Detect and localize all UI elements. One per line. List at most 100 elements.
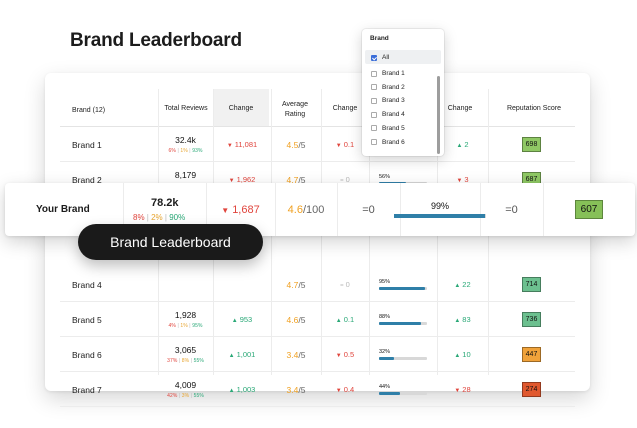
change-rating-cell: ▼ 0.5 xyxy=(321,337,369,372)
your-brand-rating-scale: /100 xyxy=(302,203,325,216)
brand-filter-dropdown[interactable]: Brand All Brand 1 Brand 2 Brand 3 Brand 4 Bra… xyxy=(362,29,444,156)
column-divider xyxy=(400,183,401,236)
change-value: 0.5 xyxy=(343,350,355,359)
checkbox-icon[interactable] xyxy=(371,70,377,77)
up-arrow-icon: ▲ xyxy=(335,318,342,324)
option-label: Brand 5 xyxy=(382,124,405,132)
change-response-cell: ▲ 22 xyxy=(437,267,488,302)
option-label: Brand 4 xyxy=(382,111,405,119)
your-brand-total-reviews: 78.2k 8% | 2% | 90% xyxy=(123,183,206,236)
split-separator: | xyxy=(189,147,191,154)
your-brand-sentiment-split: 8% | 2% | 90% xyxy=(133,212,185,223)
table-row[interactable]: Brand 1 32.4k 6% | 1% | 93% ▼ 11,081 4.5/5 ▼ 0.… xyxy=(60,127,575,162)
rating-cell: 3.4/5 xyxy=(271,337,321,372)
your-brand-change-rating: =0 xyxy=(337,183,400,236)
sentiment-split: 42% | 3% | 55% xyxy=(167,392,204,400)
response-rate-cell: 95% xyxy=(369,267,437,302)
dropdown-option[interactable]: All xyxy=(371,52,389,63)
response-rate-cell: 44% xyxy=(369,372,437,407)
checkbox-icon[interactable] xyxy=(371,139,377,145)
your-brand-change1: 1,687 xyxy=(232,203,260,216)
dropdown-option[interactable]: Brand 3 xyxy=(371,95,405,106)
equal-icon: = xyxy=(340,283,344,289)
option-label: Brand 2 xyxy=(382,83,405,91)
checkbox-icon[interactable] xyxy=(371,54,377,61)
brand-name[interactable]: Brand 5 xyxy=(72,314,102,325)
header-change-rating[interactable]: Change xyxy=(332,105,358,112)
split-separator: | xyxy=(177,147,179,154)
dropdown-option[interactable]: Brand 1 xyxy=(371,68,405,79)
header-reputation-score[interactable]: Reputation Score xyxy=(506,105,562,112)
split-separator: | xyxy=(146,212,149,222)
dropdown-option[interactable]: Brand 5 xyxy=(371,123,405,134)
your-brand-rating: 4.6/100 xyxy=(275,183,337,236)
total-reviews-cell: 4,009 42% | 3% | 55% xyxy=(158,372,213,407)
your-brand-name: Your Brand xyxy=(36,204,90,215)
brand-name[interactable]: Brand 2 xyxy=(72,174,102,185)
reputation-cell: 714 xyxy=(488,267,575,302)
header-total-reviews[interactable]: Total Reviews xyxy=(164,105,208,112)
total-reviews: 3,065 xyxy=(174,344,197,355)
brand-name[interactable]: Brand 1 xyxy=(72,139,102,150)
brand-name[interactable]: Brand 4 xyxy=(72,279,102,290)
change-value: 10 xyxy=(462,350,471,359)
split-separator: | xyxy=(164,212,167,222)
split-separator: | xyxy=(178,392,181,399)
header-change-reviews[interactable]: Change xyxy=(228,105,254,112)
sentiment-split: 6% | 1% | 93% xyxy=(169,147,203,155)
column-divider xyxy=(123,183,124,236)
negative-share: 8% xyxy=(133,212,145,222)
dropdown-option[interactable]: Brand 4 xyxy=(371,109,405,120)
dropdown-scrollbar[interactable] xyxy=(437,76,440,154)
checkbox-icon[interactable] xyxy=(371,97,377,104)
total-reviews: 8,179 xyxy=(174,169,197,180)
option-label: Brand 1 xyxy=(382,70,405,77)
split-separator: | xyxy=(190,357,193,364)
option-label: All xyxy=(382,54,390,61)
neutral-share: 3% xyxy=(181,392,190,399)
dropdown-option[interactable]: Brand 2 xyxy=(371,82,405,93)
sentiment-split: 4% | 1% | 95% xyxy=(169,322,203,330)
column-divider xyxy=(275,183,276,236)
response-rate-cell: 88% xyxy=(369,302,437,337)
positive-share: 55% xyxy=(193,392,204,399)
reputation-cell: 274 xyxy=(488,372,575,407)
total-reviews: 1,928 xyxy=(174,309,197,320)
table-row[interactable]: Brand 4 4.7/5 = 0 95% ▲ 22 714 xyxy=(60,267,575,302)
option-label: Brand 3 xyxy=(382,97,405,105)
response-rate: 32% xyxy=(379,349,391,355)
dropdown-option[interactable]: Brand 6 xyxy=(371,137,405,148)
checkbox-icon[interactable] xyxy=(371,84,377,91)
option-label: Brand 6 xyxy=(382,138,405,146)
progress-track xyxy=(379,357,427,360)
checkbox-icon[interactable] xyxy=(371,111,377,118)
rating-scale: /5 xyxy=(298,279,306,290)
rating-value: 4.6 xyxy=(286,314,299,325)
header-brand[interactable]: Brand (12) xyxy=(72,107,106,114)
up-arrow-icon: ▲ xyxy=(454,318,461,324)
down-arrow-icon: ▼ xyxy=(226,143,233,149)
up-arrow-icon: ▲ xyxy=(454,353,461,359)
down-arrow-icon: ▼ xyxy=(228,178,235,184)
neutral-share: 8% xyxy=(181,357,190,364)
leaderboard-pill-label: Brand Leaderboard xyxy=(78,224,263,260)
header-change-response[interactable]: Change xyxy=(447,105,473,112)
table-row[interactable]: Brand 6 3,065 37% | 8% | 55% ▲ 1,001 3.4/5 ▼ 0.… xyxy=(60,337,575,372)
progress-fill xyxy=(379,392,401,395)
your-brand-progress-track xyxy=(394,214,486,218)
brand-name[interactable]: Brand 6 xyxy=(72,349,102,360)
rating-scale: /5 xyxy=(298,349,306,360)
down-arrow-icon: ▼ xyxy=(335,388,342,394)
checkbox-icon[interactable] xyxy=(371,125,377,132)
your-brand-rating-value: 4.6 xyxy=(287,203,303,216)
rating-scale: /5 xyxy=(298,174,306,185)
down-arrow-icon: ▼ xyxy=(221,205,230,215)
table-row[interactable]: Brand 5 1,928 4% | 1% | 95% ▲ 953 4.6/5 ▲ 0.1 88… xyxy=(60,302,575,337)
header-divider xyxy=(60,126,575,127)
header-average-rating[interactable]: Average Rating xyxy=(282,101,308,118)
negative-share: 42% xyxy=(167,392,178,399)
your-brand-score-badge: 607 xyxy=(574,200,604,219)
table-row[interactable]: Brand 7 4,009 42% | 3% | 55% ▲ 1,003 3.4/5 ▼ 0.… xyxy=(60,372,575,407)
change-response-cell: ▲ 83 xyxy=(437,302,488,337)
brand-name[interactable]: Brand 7 xyxy=(72,384,102,395)
